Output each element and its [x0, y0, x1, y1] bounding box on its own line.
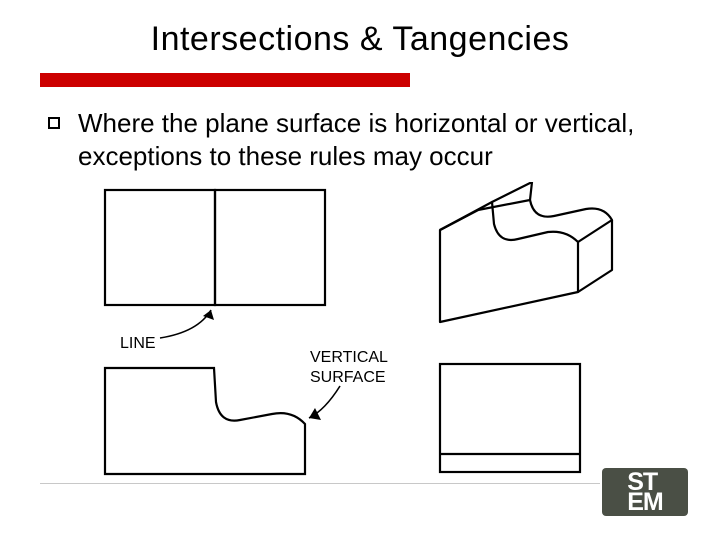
logo-text-bottom: EM — [627, 492, 663, 512]
bullet-square-icon — [48, 117, 60, 129]
label-line: LINE — [120, 335, 156, 352]
label-vertical-surface-2: SURFACE — [310, 369, 386, 386]
label-vertical-surface-1: VERTICAL — [310, 349, 388, 366]
stem-logo: ST EM — [602, 468, 688, 516]
slide-title: Intersections & Tangencies — [0, 20, 720, 59]
right-side-view — [440, 364, 580, 472]
isometric-view — [440, 182, 612, 322]
technical-diagram: LINE VERTICAL SURFACE — [80, 182, 620, 482]
accent-bar — [40, 73, 410, 87]
diagram-container: LINE VERTICAL SURFACE — [0, 182, 720, 482]
slide-container: Intersections & Tangencies Where the pla… — [0, 0, 720, 540]
footer-divider — [40, 483, 600, 484]
body-text: Where the plane surface is horizontal or… — [78, 107, 672, 172]
profile-view — [105, 368, 305, 474]
body-content: Where the plane surface is horizontal or… — [0, 107, 720, 172]
